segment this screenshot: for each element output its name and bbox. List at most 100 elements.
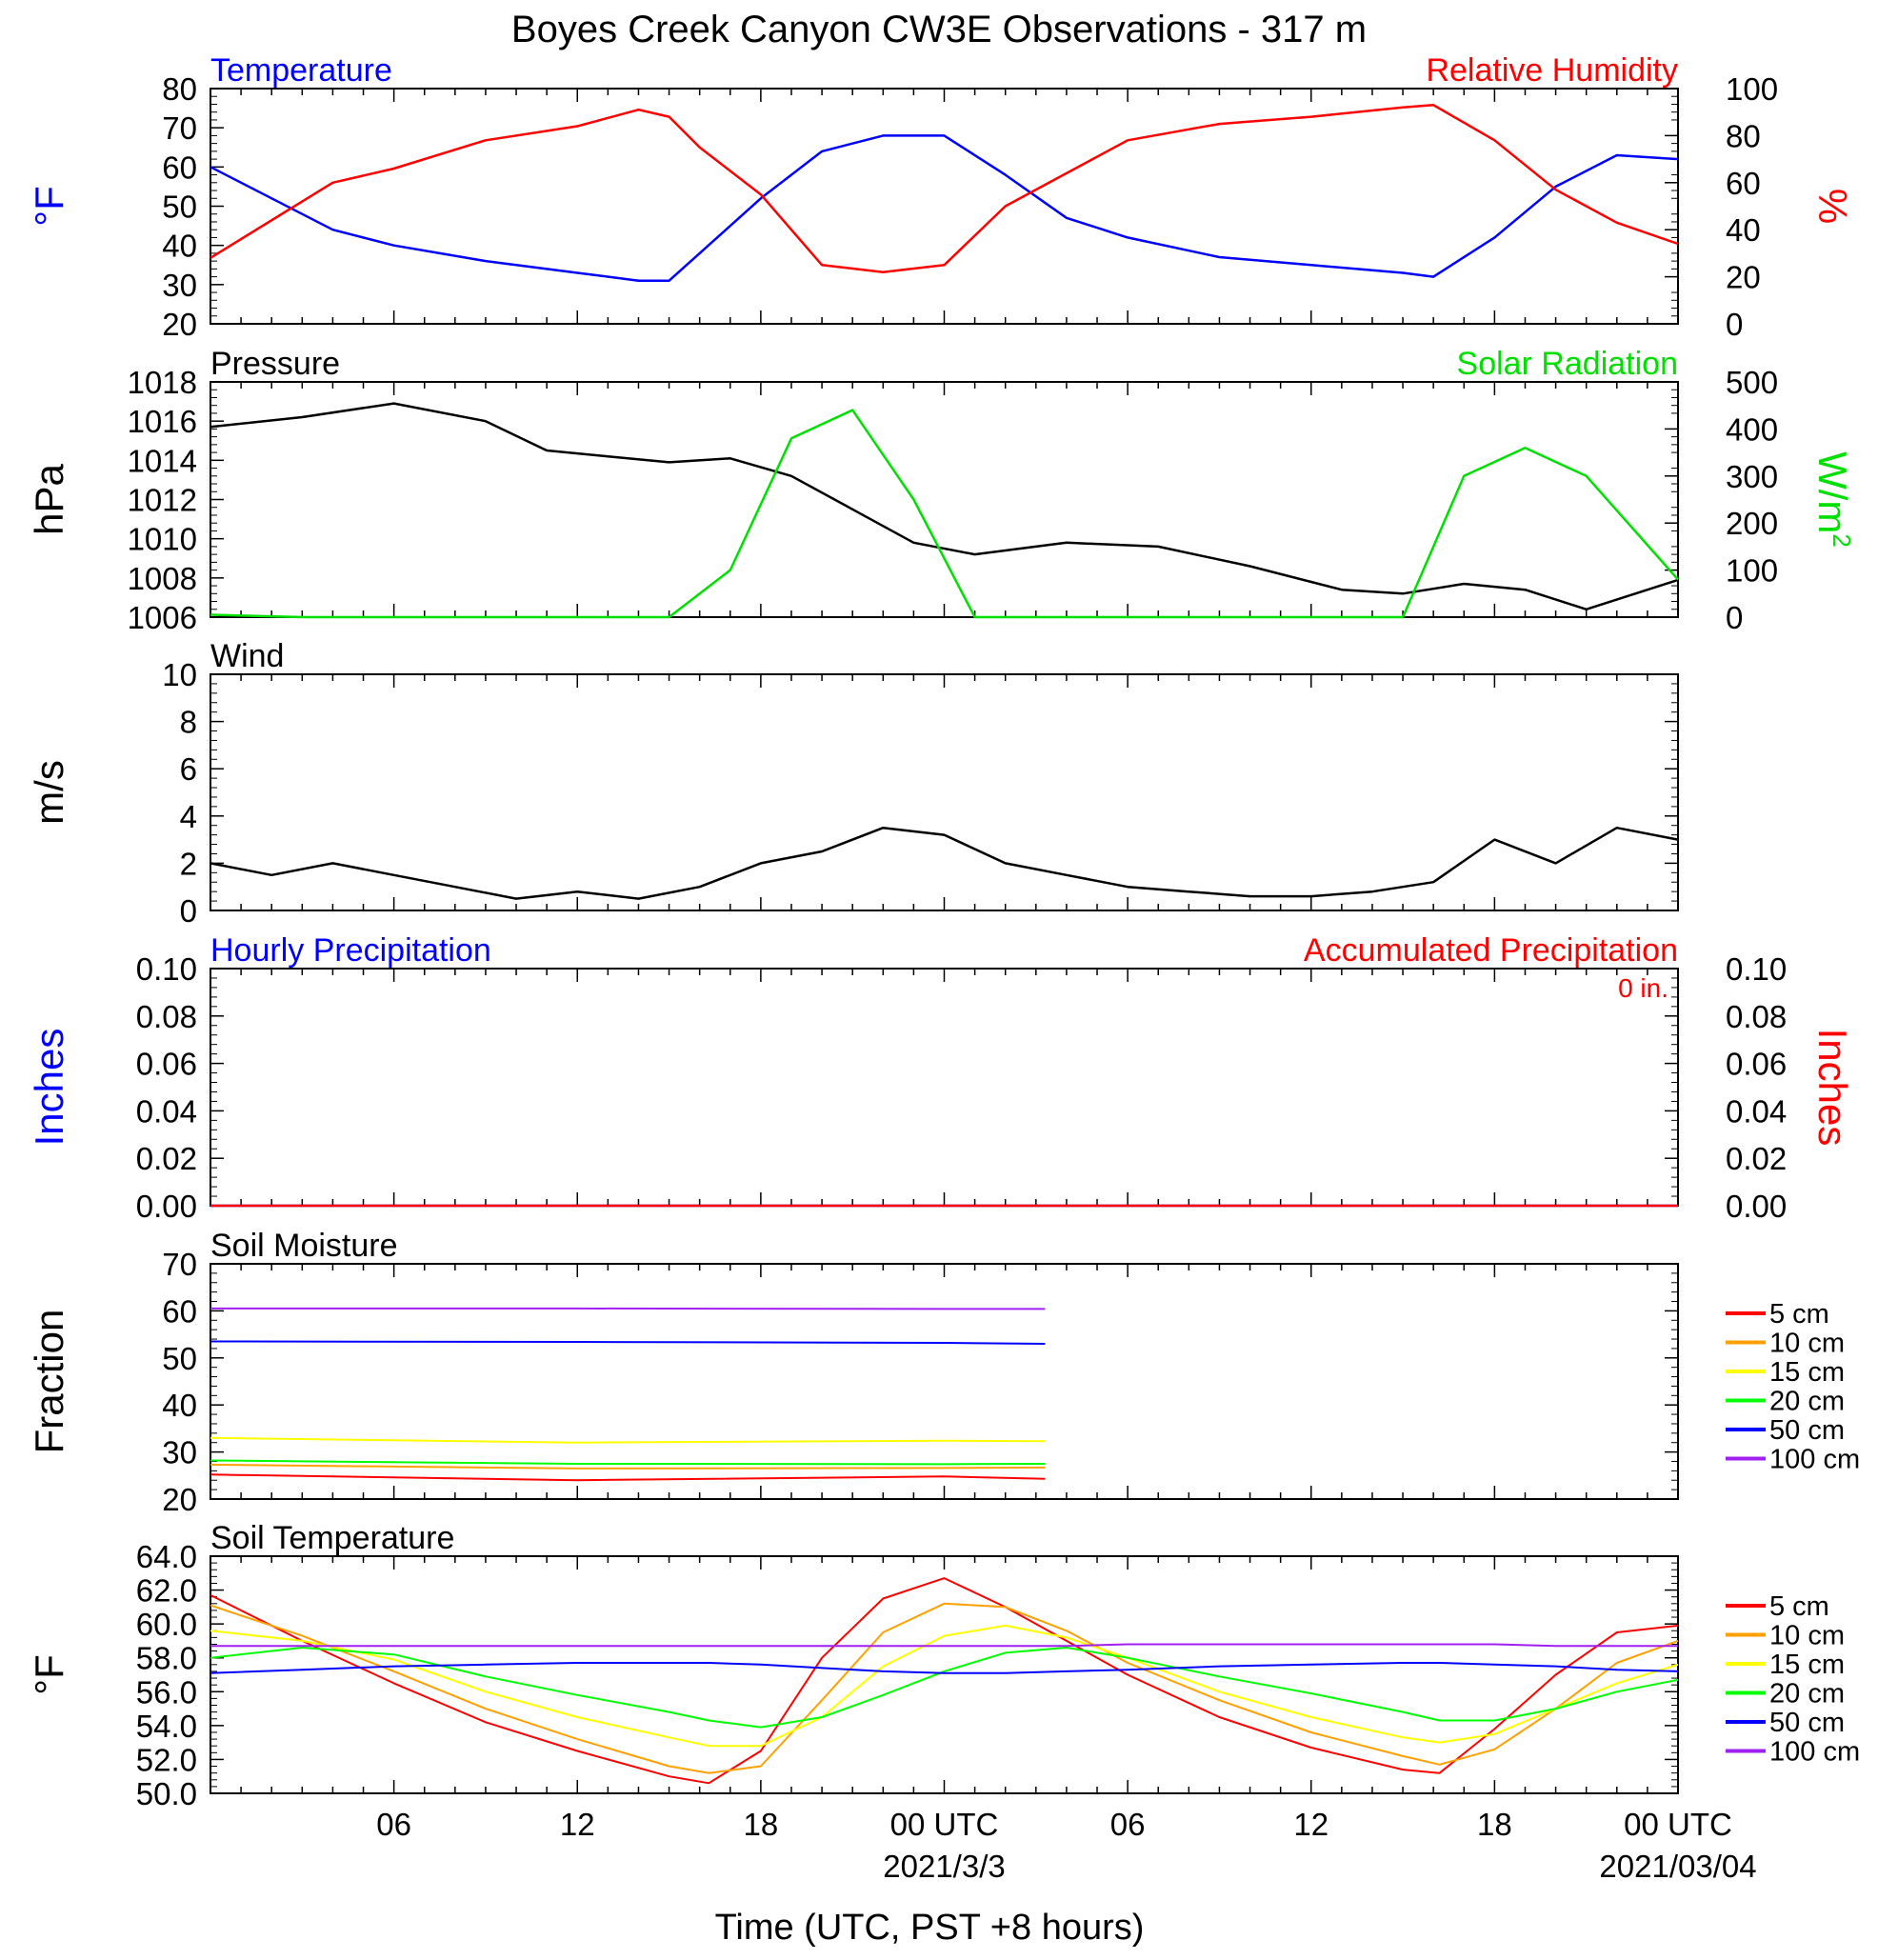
y-tick-label-left: 60.0 xyxy=(136,1607,197,1642)
y-tick-label-right: 0 xyxy=(1726,307,1743,342)
x-tick-label: 06 xyxy=(376,1807,411,1842)
panel-title-left: Wind xyxy=(210,638,284,674)
y-axis-label-right: W/m2 xyxy=(1810,451,1856,548)
y-tick-label-left: 54.0 xyxy=(136,1709,197,1744)
y-tick-label-left: 2 xyxy=(180,846,197,881)
panel-title-left: Pressure xyxy=(210,346,340,382)
plot-frame xyxy=(210,88,1679,325)
y-tick-label-left: 60 xyxy=(162,1293,197,1329)
panel-title-left: Temperature xyxy=(210,52,392,89)
y-tick-label-left: 56.0 xyxy=(136,1674,197,1710)
y-axis-label-right-sup: 2 xyxy=(1828,533,1856,547)
series-line-100-cm xyxy=(210,1643,1678,1648)
y-axis-label-right: Inches xyxy=(1810,1029,1855,1147)
legend-label: 50 cm xyxy=(1769,1708,1845,1738)
legend-label: 15 cm xyxy=(1769,1650,1845,1680)
y-tick-label-left: 64.0 xyxy=(136,1539,197,1574)
panel-soil-temperature: 50.052.054.056.058.060.062.064.0 Soil Tem… xyxy=(27,1520,1860,1884)
panel-soil-moisture: 20 30 40 50 60 70 Soil Moisture Fraction 5 cm10 … xyxy=(27,1228,1860,1517)
series-line-10-cm xyxy=(210,1602,1679,1774)
y-tick-label-right: 20 xyxy=(1726,260,1761,295)
y-tick-label-right: 0 xyxy=(1726,600,1743,635)
y-tick-label-right: 400 xyxy=(1726,411,1778,447)
y-tick-label-left: 1012 xyxy=(128,483,197,518)
y-axis-label-left: hPa xyxy=(27,463,71,534)
panel-title-right: Solar Radiation xyxy=(1457,346,1678,382)
panel-title-right: Accumulated Precipitation xyxy=(1304,932,1678,969)
legend-label: 10 cm xyxy=(1769,1329,1845,1359)
series-line-solar-radiation xyxy=(210,409,1679,619)
y-tick-label-left: 52.0 xyxy=(136,1742,197,1777)
y-tick-label-left: 20 xyxy=(162,307,197,342)
y-tick-label-left: 58.0 xyxy=(136,1641,197,1676)
series-line-temperature xyxy=(210,134,1679,282)
x-tick-label: 00 UTC xyxy=(1624,1807,1732,1842)
y-axis-label-left: °F xyxy=(27,1654,71,1694)
series-line-5-cm xyxy=(210,1577,1679,1785)
legend-label: 50 cm xyxy=(1769,1415,1845,1446)
legend-label: 100 cm xyxy=(1769,1445,1860,1475)
y-tick-label-left: 0.04 xyxy=(136,1093,197,1129)
y-axis-label-right: % xyxy=(1810,189,1855,224)
y-tick-label-left: 1014 xyxy=(128,443,197,478)
panel-hourly-precipitation: 0.00 0.02 0.04 0.06 0.08 0.10 0.00 0.02 0.04 0.06… xyxy=(27,932,1855,1224)
y-tick-label-left: 8 xyxy=(180,705,197,740)
legend-label: 20 cm xyxy=(1769,1679,1845,1710)
y-axis-label-left: °F xyxy=(27,186,71,226)
panel-title-right: Relative Humidity xyxy=(1426,52,1678,89)
y-tick-label-left: 0.02 xyxy=(136,1141,197,1176)
y-tick-label-left: 0.00 xyxy=(136,1189,197,1224)
series-line-50-cm xyxy=(210,1342,1678,1345)
y-tick-label-left: 10 xyxy=(162,657,197,692)
y-tick-label-left: 1018 xyxy=(128,365,197,400)
y-axis-label-right-text: Inches xyxy=(1810,1029,1855,1147)
y-tick-label-left: 50 xyxy=(162,190,197,225)
series-line-relative-humidity xyxy=(210,104,1679,273)
y-tick-label-left: 0.10 xyxy=(136,951,197,987)
y-tick-label-left: 20 xyxy=(162,1482,197,1517)
panel-title-left: Soil Temperature xyxy=(210,1520,454,1556)
y-tick-label-right: 60 xyxy=(1726,166,1761,201)
y-tick-label-left: 62.0 xyxy=(136,1573,197,1609)
x-tick-label: 18 xyxy=(1477,1807,1512,1842)
y-tick-label-right: 40 xyxy=(1726,212,1761,248)
series-line-15-cm xyxy=(210,1438,1678,1444)
x-tick-label: 00 UTC xyxy=(890,1807,999,1842)
panel-wind: 0 2 4 6 8 10 Wind m/s xyxy=(27,638,1679,929)
y-tick-label-right: 100 xyxy=(1726,553,1778,589)
y-tick-label-left: 1010 xyxy=(128,522,197,557)
series-line-pressure xyxy=(210,402,1679,611)
series-line-wind xyxy=(210,826,1679,900)
date-label: 2021/3/3 xyxy=(883,1849,1005,1884)
y-tick-label-left: 1006 xyxy=(128,600,197,635)
panel-title-left: Hourly Precipitation xyxy=(210,932,491,969)
y-axis-label-left: m/s xyxy=(27,760,71,825)
series-line-5-cm xyxy=(210,1474,1678,1480)
y-tick-label-left: 4 xyxy=(180,799,197,834)
y-tick-label-left: 30 xyxy=(162,1435,197,1470)
y-tick-label-left: 50.0 xyxy=(136,1776,197,1811)
y-tick-label-left: 0 xyxy=(180,893,197,929)
legend-label: 15 cm xyxy=(1769,1357,1845,1388)
y-tick-label-right: 0.00 xyxy=(1726,1189,1787,1224)
series-line-10-cm xyxy=(210,1465,1678,1470)
y-axis-label-left: Inches xyxy=(27,1029,71,1147)
y-tick-label-left: 30 xyxy=(162,268,197,303)
series-line-50-cm xyxy=(210,1662,1679,1674)
x-axis-label: Time (UTC, PST +8 hours) xyxy=(715,1908,1145,1948)
y-tick-label-right: 100 xyxy=(1726,71,1778,107)
series-line-15-cm xyxy=(210,1624,1679,1748)
y-tick-label-left: 0.06 xyxy=(136,1047,197,1082)
accumulation-annotation: 0 in. xyxy=(1618,973,1668,1003)
legend-label: 10 cm xyxy=(1769,1621,1845,1651)
plot-frame xyxy=(210,968,1679,1207)
y-axis-label-right-text: % xyxy=(1810,189,1855,224)
y-tick-label-right: 0.06 xyxy=(1726,1047,1787,1082)
y-tick-label-right: 0.08 xyxy=(1726,999,1787,1034)
y-tick-label-left: 70 xyxy=(162,110,197,146)
legend-label: 5 cm xyxy=(1769,1591,1829,1622)
